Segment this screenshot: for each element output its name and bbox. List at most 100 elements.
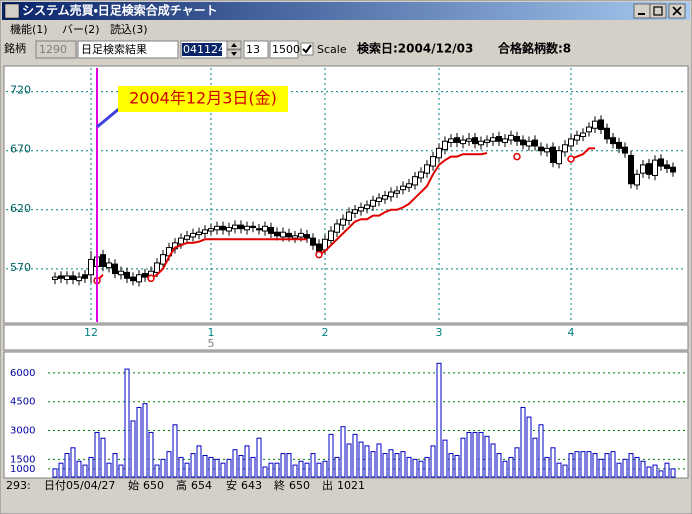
candle-body [214, 225, 220, 231]
amount-text: 1500 [272, 43, 300, 56]
status-label: 始 [128, 478, 139, 492]
scale-label: Scale [317, 43, 347, 56]
volume-bar [322, 460, 328, 478]
candle-body [340, 218, 346, 226]
volume-bar [454, 454, 460, 478]
candle-body [484, 139, 490, 143]
candle-body [580, 132, 586, 138]
volume-bar [274, 462, 280, 478]
maximize-button[interactable] [649, 3, 667, 19]
candle-body [550, 146, 556, 164]
volume-bar [190, 453, 196, 478]
menu-item[interactable]: バー(2) [62, 23, 100, 36]
volume-bar [658, 470, 664, 478]
candle-body [142, 273, 148, 278]
candle-body [586, 126, 592, 133]
x-tick-label: 4 [568, 326, 575, 339]
candle-body [124, 271, 130, 279]
close-icon [672, 6, 682, 16]
candle-body [280, 231, 286, 238]
y-tick-label: 720 [10, 84, 31, 97]
candle-body [268, 226, 274, 234]
volume-bar [298, 460, 304, 478]
volume-bar [520, 406, 526, 478]
candle-body [208, 228, 214, 232]
window-buttons [633, 3, 686, 19]
name-text: 日足検索結果 [81, 42, 147, 56]
candle-body [658, 158, 664, 167]
volume-bar [202, 454, 208, 478]
candle-body [574, 134, 580, 141]
volume-bar [418, 460, 424, 478]
volume-bar [112, 453, 118, 478]
candle-body [52, 276, 58, 280]
volume-bar [430, 445, 436, 478]
x-sublabel: 5 [208, 337, 215, 350]
volume-bar [136, 406, 142, 478]
volume-bar [640, 460, 646, 478]
volume-bar [412, 458, 418, 478]
menu-item[interactable]: 読込(3) [110, 22, 148, 36]
name-input[interactable] [77, 40, 179, 59]
axis-strip [3, 324, 689, 351]
volume-bar [538, 424, 544, 478]
volume-bar [262, 466, 268, 478]
stop-line [150, 238, 307, 280]
volume-bar [514, 447, 520, 478]
volume-bar [436, 362, 442, 478]
volume-bar [172, 424, 178, 478]
candle-body [670, 166, 676, 173]
title-bar [2, 2, 690, 20]
volume-bar [604, 453, 610, 478]
status-label: 出 [322, 479, 333, 492]
volume-bar [460, 437, 466, 478]
candle-body [436, 147, 442, 159]
volume-bar [508, 456, 514, 478]
stop-line [570, 147, 595, 160]
status-label: 安 [226, 479, 237, 492]
candle-body [292, 235, 298, 239]
y-tick-label: 3000 [10, 426, 35, 437]
candle-body [544, 147, 550, 153]
volume-bar [208, 456, 214, 478]
code-input[interactable] [35, 40, 77, 59]
volume-bar [64, 453, 70, 478]
minimize-button[interactable] [633, 3, 651, 19]
x-tick-label: 12 [84, 326, 98, 339]
stop-start [147, 274, 155, 283]
candle-body [358, 206, 364, 212]
volume-bar [148, 431, 154, 478]
candle-body [70, 275, 76, 280]
stop-start [567, 155, 575, 163]
volume-bar [340, 426, 346, 478]
amount-input[interactable] [269, 40, 299, 59]
candle-body [406, 183, 412, 188]
volume-bar [664, 462, 670, 478]
candle-body [196, 231, 202, 236]
volume-bar [304, 462, 310, 478]
volume-bar [238, 454, 244, 478]
candle-body [262, 225, 268, 232]
volume-bar [226, 458, 232, 478]
candle-body [88, 258, 94, 276]
days-input[interactable] [243, 40, 269, 59]
candle-body [274, 231, 280, 237]
candle-body [454, 137, 460, 143]
price-panel [3, 65, 689, 324]
menu-item[interactable]: 機能(1) [10, 22, 48, 36]
volume-bar [352, 433, 358, 478]
candle-body [334, 223, 340, 233]
x-tick-label: 1 [208, 326, 215, 339]
days-text: 13 [246, 43, 260, 56]
candle-body [634, 173, 640, 186]
candle-body [346, 211, 352, 221]
status-record: 293: [6, 479, 31, 492]
y-tick-label: 670 [10, 143, 31, 156]
candle-body [622, 146, 628, 154]
spin-arrows [231, 43, 237, 56]
candle-body [310, 237, 316, 246]
volume-bar [562, 464, 568, 478]
candle-body [184, 235, 190, 240]
